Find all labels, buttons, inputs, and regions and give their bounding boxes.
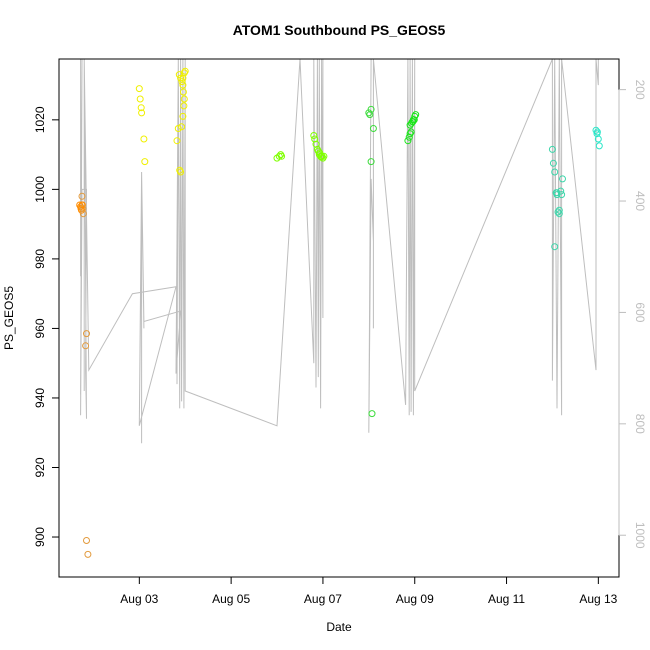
data-point [548,145,556,153]
data-point [83,537,90,544]
data-point [78,206,85,214]
data-point [84,550,92,558]
data-point [369,125,377,132]
data-point [140,135,148,143]
data-point [551,168,559,176]
data-point [79,210,87,218]
data-point [554,208,562,216]
data-point [178,78,186,86]
data-point [278,152,286,160]
data-point [180,102,188,110]
data-point [135,85,143,93]
data-point [78,201,86,209]
data-point [79,205,87,212]
data-point [367,105,375,113]
y-axis-label: PS_GEOS5 [2,286,16,350]
data-point [179,88,187,96]
data-point [180,69,188,77]
x-tick-label: Aug 13 [579,592,617,606]
data-point [180,95,188,103]
x-tick-label: Aug 11 [488,592,525,606]
plot-frame [58,58,620,578]
right-tick-label: 800 [633,414,647,434]
data-points [76,67,603,558]
background-trace [80,59,599,444]
data-point [558,191,566,199]
data-point [366,111,374,119]
data-point [595,142,603,150]
data-point [551,243,559,251]
data-point [407,128,415,136]
data-point [312,140,320,148]
data-point [78,192,86,200]
data-point [311,135,319,143]
right-tick-label: 600 [633,302,647,322]
right-tick-label: 400 [633,191,647,211]
x-axis-label: Date [326,620,352,634]
data-point [404,137,412,145]
data-point [406,130,414,138]
data-point [179,74,187,82]
y-tick-label: 900 [33,527,47,547]
data-point [175,71,183,79]
data-point [593,128,601,136]
data-point [82,342,90,350]
data-point [410,116,418,124]
data-point [409,118,417,126]
data-point [138,109,146,117]
data-point [557,187,565,195]
background-trace-line [80,59,599,444]
x-tick-label: Aug 09 [396,592,434,606]
data-point [555,210,563,218]
data-point [173,137,181,145]
x-tick-label: Aug 07 [304,592,342,606]
data-point [136,95,144,103]
y-tick-label: 960 [33,318,47,338]
data-point [367,158,375,166]
data-point [555,206,563,214]
data-point [553,189,561,197]
data-point [83,330,90,338]
y-tick-label: 1020 [33,106,47,133]
data-point [559,175,566,183]
data-point [412,111,420,119]
x-tick-label: Aug 05 [212,592,250,606]
data-point [177,74,185,82]
data-point [141,158,149,166]
y-tick-label: 980 [33,249,47,269]
x-axis: Aug 03 Aug 05 Aug 07 Aug 09 Aug 11 Aug 13 [120,576,618,606]
data-point [177,168,185,176]
data-point [592,126,600,134]
right-axis: 200 400 600 800 1000 [618,80,647,549]
data-point [179,81,187,89]
data-point [549,159,557,167]
data-point [310,132,318,139]
data-point [594,135,602,143]
y-tick-label: 920 [33,457,47,477]
y-tick-label: 1000 [33,176,47,203]
y-axis: 900 920 940 960 980 1000 1020 [33,106,60,547]
right-tick-label: 1000 [633,522,647,549]
data-point [320,152,328,160]
data-point [273,154,281,162]
chart-title: ATOM1 Southbound PS_GEOS5 [233,22,446,38]
data-point [137,104,145,112]
y-tick-label: 940 [33,388,47,408]
data-point [275,152,283,160]
data-point [178,123,186,131]
data-point [174,125,182,132]
data-point [368,410,376,418]
data-point [365,109,373,117]
right-tick-label: 200 [633,80,647,100]
data-point [316,149,324,157]
data-point [179,112,187,120]
data-point [317,153,325,161]
x-tick-label: Aug 03 [120,592,158,606]
